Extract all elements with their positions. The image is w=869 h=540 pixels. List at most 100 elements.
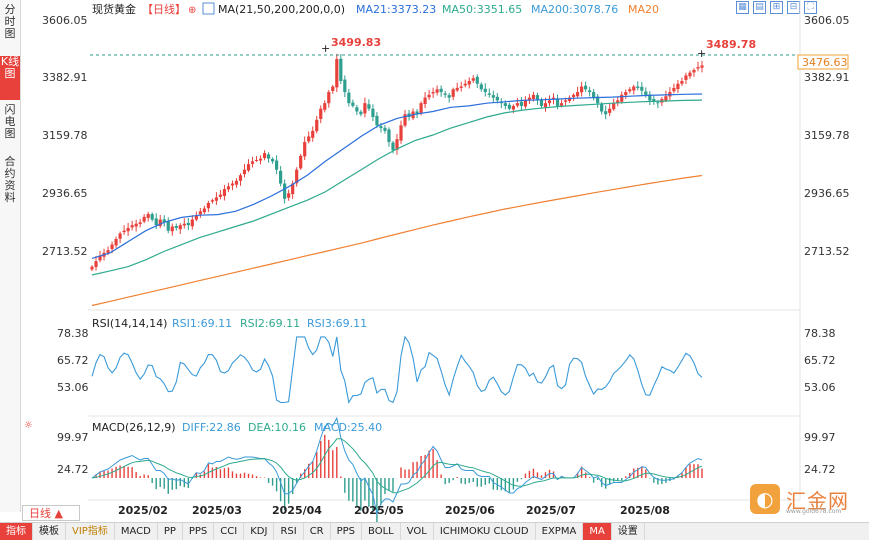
compare-icon[interactable]: ▤	[753, 1, 766, 14]
candle-body	[226, 186, 231, 190]
candle-body	[154, 218, 158, 226]
candle-body	[439, 88, 443, 93]
candle-body	[640, 86, 644, 91]
settings-icon[interactable]: ⊕	[188, 5, 196, 16]
zoom-icon[interactable]: ⊞	[770, 1, 783, 14]
tab-pps[interactable]: PPS	[183, 523, 215, 540]
tab-ma[interactable]: MA	[583, 523, 612, 540]
tab-boll[interactable]: BOLL	[362, 523, 401, 540]
period-selector[interactable]: 日线 ▲	[22, 505, 80, 521]
ma-settings-icon[interactable]	[202, 2, 215, 15]
macd-panel	[91, 416, 703, 522]
rsi-tick-left: 65.72	[57, 354, 89, 367]
side-tab-kline[interactable]: K线图	[0, 56, 20, 100]
tab-settings[interactable]: 设置	[612, 523, 645, 540]
candle-body	[142, 216, 146, 222]
macd-tick-left: 24.72	[57, 463, 89, 476]
candle-body	[198, 211, 202, 215]
fullscreen-icon[interactable]: ⛶	[804, 1, 817, 14]
candle-body	[551, 97, 556, 100]
candle-body	[688, 72, 692, 77]
logo: ◐ 汇金网 www.gold678.com	[750, 484, 849, 515]
candle-body	[455, 87, 459, 91]
candle-body	[106, 250, 110, 253]
candle-body	[415, 111, 419, 115]
candle-body	[531, 94, 536, 100]
candle-body	[287, 193, 291, 198]
candle-body	[515, 103, 519, 106]
toolbar-icons: ▦ ▤ ⊞ ⊟ ⛶	[736, 1, 817, 14]
tab-vol[interactable]: VOL	[401, 523, 434, 540]
tab-template[interactable]: 模板	[33, 523, 66, 540]
price-tick-right: 2936.65	[804, 187, 850, 200]
candle-body	[118, 233, 122, 239]
candle-body	[399, 125, 403, 141]
rsi-tick-right: 78.38	[804, 327, 836, 340]
current-price: 3476.63	[802, 56, 848, 69]
kline-chart[interactable]: + + 现货黄金 【日线】 ⊕ MA(21,50,200,200,0,0) MA2…	[0, 0, 869, 522]
candle-body	[391, 142, 395, 151]
ma-params: MA(21,50,200,200,0,0)	[218, 3, 345, 16]
period-tag: 【日线】	[142, 2, 186, 16]
tab-macd[interactable]: MACD	[115, 523, 158, 540]
high-marker-icon: +	[697, 47, 706, 60]
candle-body	[315, 119, 319, 132]
candle-body	[319, 108, 323, 119]
candle-body	[559, 103, 564, 106]
candle-body	[459, 86, 463, 88]
candle-body	[463, 83, 467, 86]
candle-body	[307, 136, 311, 142]
candle-body	[206, 202, 210, 209]
candle-body	[692, 69, 696, 73]
rsi-panel	[91, 335, 703, 405]
current-price-box	[797, 54, 849, 70]
candle-body	[700, 65, 704, 68]
side-tab-contract[interactable]: 合约资料	[4, 155, 16, 204]
candle-body	[347, 92, 351, 104]
candle-body	[628, 89, 632, 92]
tab-pps2[interactable]: PPS	[331, 523, 363, 540]
x-tick: 2025/07	[526, 504, 576, 517]
rsi-tick-left: 78.38	[57, 327, 89, 340]
candle-body	[238, 175, 243, 181]
x-tick: 2025/06	[445, 504, 495, 517]
candle-body	[648, 94, 652, 101]
tab-indicators[interactable]: 指标	[0, 523, 33, 540]
macd-settings-icon[interactable]: ☼	[24, 420, 33, 431]
tab-rsi[interactable]: RSI	[274, 523, 304, 540]
candle-body	[94, 261, 98, 268]
tab-kdj[interactable]: KDJ	[244, 523, 275, 540]
candle-body	[379, 126, 383, 129]
candle-body	[431, 92, 435, 94]
candle-body	[475, 76, 479, 84]
tab-cr[interactable]: CR	[304, 523, 331, 540]
side-tab-flash[interactable]: 闪电图	[4, 103, 16, 140]
tab-ichimoku[interactable]: ICHIMOKU CLOUD	[434, 523, 536, 540]
ma50-value: MA50:3351.65	[442, 3, 522, 16]
candlesticks: + +	[90, 42, 706, 272]
candle-body	[90, 266, 94, 270]
candle-body	[299, 155, 303, 169]
candle-body	[592, 92, 596, 98]
tab-cci[interactable]: CCI	[214, 523, 245, 540]
candle-body	[194, 215, 198, 220]
candle-body	[146, 214, 150, 218]
candle-body	[343, 79, 347, 93]
tab-expma[interactable]: EXPMA	[536, 523, 584, 540]
candle-body	[335, 59, 339, 88]
candle-body	[487, 93, 491, 95]
chart-title: 现货黄金	[92, 2, 136, 16]
tab-vip[interactable]: VIP指标	[66, 523, 115, 540]
rsi-tick-left: 53.06	[57, 381, 89, 394]
candle-body	[547, 100, 552, 104]
candle-body	[419, 103, 423, 114]
side-tab-timeshare[interactable]: 分时图	[4, 3, 16, 40]
ma-lines	[91, 93, 703, 307]
tab-pp[interactable]: PP	[158, 523, 183, 540]
rsi-line	[91, 335, 703, 405]
grid-icon[interactable]: ▦	[736, 1, 749, 14]
high-label: 3499.83	[331, 36, 381, 49]
candle-body	[126, 227, 130, 232]
candle-body	[270, 158, 275, 162]
candle-body	[471, 78, 475, 81]
